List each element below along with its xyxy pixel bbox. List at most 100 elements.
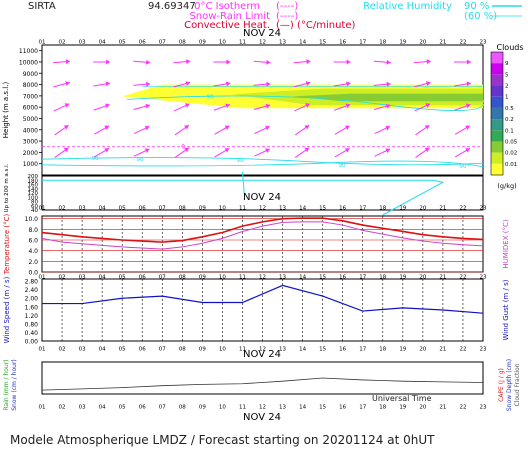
hour-tick-label: 15 bbox=[319, 206, 326, 212]
height-tick-label: 3000 bbox=[23, 139, 38, 146]
date-label-bottom2: NOV 24 bbox=[243, 412, 281, 423]
hour-tick-label: 16 bbox=[339, 405, 346, 411]
hour-tick-label: 18 bbox=[379, 275, 386, 281]
wind-arrow-icon bbox=[213, 59, 231, 65]
rh-contour-low1 bbox=[41, 157, 484, 166]
hour-tick-label: 09 bbox=[199, 40, 206, 46]
hour-tick-label: 22 bbox=[459, 275, 466, 281]
hour-tick-label: 07 bbox=[159, 347, 166, 353]
hour-tick-label: 09 bbox=[199, 275, 206, 281]
hour-tick-label: 06 bbox=[139, 405, 146, 411]
temp-tick-label: 0.0 bbox=[28, 270, 38, 277]
wind-axis-label: Wind Speed (m / s) bbox=[3, 276, 11, 343]
wind-arrow-icon bbox=[133, 148, 150, 157]
hour-tick-label: 23 bbox=[480, 206, 487, 212]
hour-tick-label: 05 bbox=[119, 206, 126, 212]
hour-tick-label: 08 bbox=[179, 40, 186, 46]
height-tick-label: 2000 bbox=[23, 150, 38, 157]
hour-tick-label: 14 bbox=[299, 40, 306, 46]
height-tick-label: 5000 bbox=[23, 116, 38, 123]
hour-tick-label: 17 bbox=[359, 40, 366, 46]
temperature-line bbox=[41, 217, 484, 243]
wind-arrow-icon bbox=[133, 125, 150, 135]
hour-tick-label: 08 bbox=[179, 347, 186, 353]
colorbar-segment bbox=[491, 74, 503, 86]
hour-tick-label: 09 bbox=[199, 206, 206, 212]
hour-tick-label: 03 bbox=[79, 40, 86, 46]
wind-arrow-icon bbox=[454, 81, 471, 87]
wind-arrow-icon bbox=[213, 81, 231, 87]
wind-arrow-icon bbox=[173, 81, 191, 88]
hour-tick-label: 03 bbox=[79, 275, 86, 281]
wind-arrow-icon bbox=[93, 59, 111, 65]
colorbar-tick-label: 0.02 bbox=[505, 151, 517, 157]
legend-rh: Relative Humidity 90 % (60 %) bbox=[363, 1, 522, 22]
hour-tick-label: 15 bbox=[319, 347, 326, 353]
hour-tick-label: 10 bbox=[219, 405, 226, 411]
hour-tick-label: 16 bbox=[339, 206, 346, 212]
hour-tick-label: 23 bbox=[480, 40, 487, 46]
wind-arrow-icon bbox=[334, 125, 350, 135]
hour-tick-label: 19 bbox=[399, 347, 406, 353]
hour-tick-label: 15 bbox=[319, 405, 326, 411]
legend-rh-v1: 90 % bbox=[464, 1, 489, 12]
legend-convective-label: Convective Heat. bbox=[184, 20, 270, 31]
low-tick-label: 160 bbox=[28, 183, 39, 189]
hour-tick-label: 13 bbox=[279, 40, 286, 46]
hour-tick-label: 04 bbox=[99, 275, 106, 281]
wind-tick-label: 0.00 bbox=[25, 339, 39, 346]
colorbar-unit: (g/kg) bbox=[497, 182, 516, 190]
hour-tick-label: 17 bbox=[359, 347, 366, 353]
legend-isotherm-symbol: (----) bbox=[276, 1, 298, 12]
wind-arrow-icon bbox=[294, 103, 311, 112]
hour-tick-label: 20 bbox=[419, 405, 426, 411]
hour-tick-label: 21 bbox=[439, 275, 446, 281]
colorbar-segment bbox=[491, 119, 503, 131]
hour-tick-label: 06 bbox=[139, 347, 146, 353]
wind-arrow-icon bbox=[374, 148, 391, 157]
wind-arrow-icon bbox=[454, 125, 471, 135]
snow-axis-label: Snow (cm / hour) bbox=[11, 359, 18, 411]
hour-tick-label: 03 bbox=[79, 405, 86, 411]
height-tick-label: 10000 bbox=[19, 59, 38, 66]
station-name: SIRTA bbox=[28, 1, 56, 12]
height-tick-label: 1000 bbox=[23, 161, 38, 168]
hour-tick-label: 20 bbox=[419, 275, 426, 281]
wind-arrow-icon bbox=[53, 59, 71, 65]
hour-tick-label: 02 bbox=[59, 347, 66, 353]
hour-tick-label: 17 bbox=[359, 405, 366, 411]
hour-tick-label: 02 bbox=[59, 275, 66, 281]
colorbar-segment bbox=[491, 96, 503, 108]
hour-tick-label: 23 bbox=[480, 405, 487, 411]
low-tick-label: 120 bbox=[28, 191, 39, 197]
hour-tick-label: 12 bbox=[259, 275, 266, 281]
hour-tick-label: 13 bbox=[279, 275, 286, 281]
hour-tick-label: 11 bbox=[239, 347, 246, 353]
wind-arrow-icon bbox=[334, 147, 350, 158]
wind-arrow-icon bbox=[133, 81, 151, 87]
hour-tick-label: 13 bbox=[279, 347, 286, 353]
rain-axis-label: Rain (mm / hour) bbox=[3, 359, 10, 410]
cloud-panel-frame bbox=[41, 44, 484, 176]
hour-tick-label: 04 bbox=[99, 206, 106, 212]
hour-tick-label: 16 bbox=[339, 275, 346, 281]
wind-arrow-icon bbox=[414, 81, 431, 88]
hour-tick-label: 17 bbox=[359, 275, 366, 281]
legend-convective-symbol: (—) (°C/minute) bbox=[276, 20, 356, 31]
hour-tick-label: 21 bbox=[439, 206, 446, 212]
colorbar-tick-label: 9 bbox=[505, 61, 509, 67]
wind-arrow-icon bbox=[174, 147, 190, 158]
legend-convective: Convective Heat. (—) (°C/minute) bbox=[184, 20, 355, 31]
hour-tick-label: 02 bbox=[59, 206, 66, 212]
low-tick-label: 100 bbox=[28, 195, 39, 201]
cloud-layer-core bbox=[292, 93, 483, 102]
low-tick-label: 200 bbox=[28, 174, 39, 180]
wind-arrow-icon bbox=[293, 81, 311, 88]
wind-tick-label: 0.80 bbox=[25, 321, 39, 328]
hour-tick-label: 07 bbox=[159, 275, 166, 281]
wind-arrow-icon bbox=[93, 81, 111, 87]
hour-tick-label: 16 bbox=[339, 347, 346, 353]
hour-tick-label: 13 bbox=[279, 206, 286, 212]
